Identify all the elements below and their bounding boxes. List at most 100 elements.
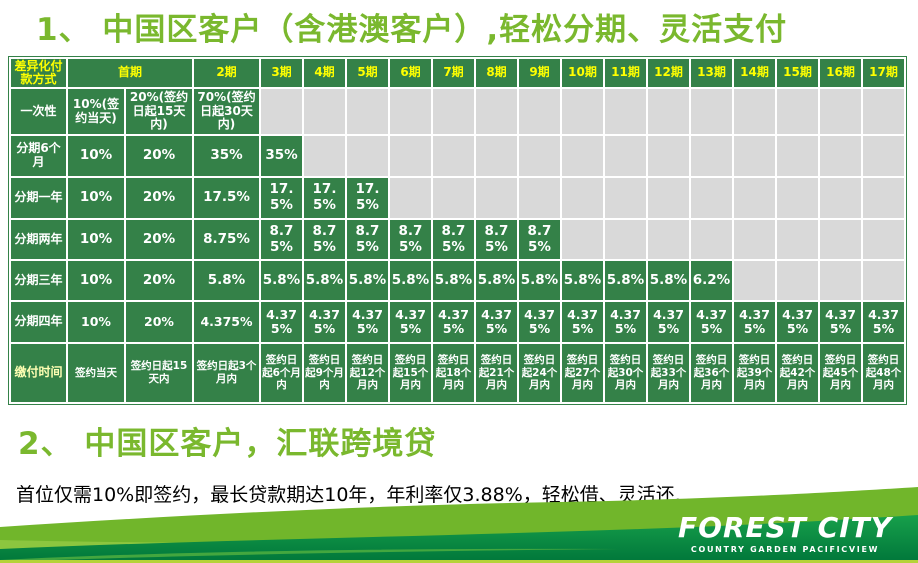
- empty-cell: [433, 89, 474, 134]
- table-cell: 签约日起42个月内: [777, 344, 818, 402]
- period-header: 2期: [194, 59, 259, 87]
- empty-cell: [304, 89, 345, 134]
- table-cell: 4.375%: [194, 302, 259, 342]
- table-cell: 35%: [261, 136, 302, 176]
- empty-cell: [820, 220, 861, 259]
- table-cell: 5.8%: [476, 261, 517, 300]
- table-cell: 签约日起21个月内: [476, 344, 517, 402]
- period-header: 7期: [433, 59, 474, 87]
- table-cell: 签约日起6个月内: [261, 344, 302, 402]
- empty-cell: [691, 220, 732, 259]
- empty-cell: [777, 89, 818, 134]
- table-cell: 70%(签约日起30天内): [194, 89, 259, 134]
- table-cell: 10%(签约当天): [68, 89, 124, 134]
- empty-cell: [691, 178, 732, 218]
- table-cell: 6.2%: [691, 261, 732, 300]
- table-cell: 签约日起45个月内: [820, 344, 861, 402]
- row-label: 分期四年: [11, 302, 66, 342]
- table-cell: 4.375%: [519, 302, 560, 342]
- table-cell: 4.375%: [691, 302, 732, 342]
- table-row: 分期两年 10% 20% 8.75% 8.75% 8.75% 8.75% 8.75% 8.75%…: [11, 220, 904, 259]
- section1-title: 1、 中国区客户（含港澳客户）,轻松分期、灵活支付: [36, 12, 788, 48]
- table-cell: 签约日起39个月内: [734, 344, 775, 402]
- table-cell: 签约日起9个月内: [304, 344, 345, 402]
- table-row: 一次性 10%(签约当天) 20%(签约日起15天内) 70%(签约日起30天内): [11, 89, 904, 134]
- table-cell: 20%: [126, 178, 192, 218]
- table-cell: 8.75%: [304, 220, 345, 259]
- table-cell: 4.375%: [347, 302, 388, 342]
- empty-cell: [519, 89, 560, 134]
- table-cell: 4.375%: [261, 302, 302, 342]
- table-cell: 20%(签约日起15天内): [126, 89, 192, 134]
- empty-cell: [605, 220, 646, 259]
- empty-cell: [390, 178, 431, 218]
- period-header: 16期: [820, 59, 861, 87]
- table-cell: 10%: [68, 302, 124, 342]
- table-cell: 8.75%: [433, 220, 474, 259]
- empty-cell: [777, 261, 818, 300]
- table-cell: 4.375%: [648, 302, 689, 342]
- period-header: 15期: [777, 59, 818, 87]
- table-row: 分期四年 10% 20% 4.375% 4.375% 4.375% 4.375% 4.375%…: [11, 302, 904, 342]
- row-label: 分期两年: [11, 220, 66, 259]
- table-cell: 8.75%: [261, 220, 302, 259]
- table-cell: 签约日起33个月内: [648, 344, 689, 402]
- table-cell: 20%: [126, 261, 192, 300]
- table-cell: 8.75%: [519, 220, 560, 259]
- bottom-wave-decoration: [0, 487, 918, 563]
- empty-cell: [390, 89, 431, 134]
- table-cell: 10%: [68, 178, 124, 218]
- table-cell: 4.375%: [863, 302, 904, 342]
- table-cell: 20%: [126, 302, 192, 342]
- logo-subtitle: COUNTRY GARDEN PACIFICVIEW: [690, 545, 880, 554]
- empty-cell: [734, 89, 775, 134]
- table-cell: 8.75%: [194, 220, 259, 259]
- table-cell: 4.375%: [390, 302, 431, 342]
- period-header: 10期: [562, 59, 603, 87]
- table-cell: 4.375%: [734, 302, 775, 342]
- table-cell: 签约日起15个月内: [390, 344, 431, 402]
- period-header: 4期: [304, 59, 345, 87]
- table-cell: 20%: [126, 136, 192, 176]
- empty-cell: [562, 89, 603, 134]
- table-cell: 8.75%: [390, 220, 431, 259]
- table-cell: 5.8%: [605, 261, 646, 300]
- period-header: 17期: [863, 59, 904, 87]
- period-header: 11期: [605, 59, 646, 87]
- table-cell: 17.5%: [347, 178, 388, 218]
- period-header: 13期: [691, 59, 732, 87]
- table-cell: 17.5%: [304, 178, 345, 218]
- empty-cell: [476, 136, 517, 176]
- table-cell: 4.375%: [820, 302, 861, 342]
- empty-cell: [863, 261, 904, 300]
- empty-cell: [433, 178, 474, 218]
- empty-cell: [863, 89, 904, 134]
- row-label: 缴付时间: [11, 344, 66, 402]
- table-row: 分期三年 10% 20% 5.8% 5.8% 5.8% 5.8% 5.8% 5.8% 5.8% 5.…: [11, 261, 904, 300]
- period-header: 3期: [261, 59, 302, 87]
- table-row: 分期一年 10% 20% 17.5% 17.5% 17.5% 17.5%: [11, 178, 904, 218]
- empty-cell: [562, 136, 603, 176]
- empty-cell: [820, 261, 861, 300]
- row-label: 分期一年: [11, 178, 66, 218]
- empty-cell: [648, 89, 689, 134]
- empty-cell: [519, 178, 560, 218]
- table-cell: 签约日起12个月内: [347, 344, 388, 402]
- period-header: 12期: [648, 59, 689, 87]
- empty-cell: [734, 261, 775, 300]
- table-cell: 5.8%: [194, 261, 259, 300]
- empty-cell: [777, 178, 818, 218]
- empty-cell: [562, 220, 603, 259]
- table-cell: 8.75%: [476, 220, 517, 259]
- table-cell: 10%: [68, 220, 124, 259]
- period-header: 9期: [519, 59, 560, 87]
- table-cell: 签约日起15天内: [126, 344, 192, 402]
- table-cell: 5.8%: [433, 261, 474, 300]
- table-cell: 签约日起24个月内: [519, 344, 560, 402]
- bottom-strip: [0, 560, 918, 563]
- period-header: 5期: [347, 59, 388, 87]
- empty-cell: [820, 89, 861, 134]
- empty-cell: [648, 220, 689, 259]
- table-cell: 4.375%: [605, 302, 646, 342]
- empty-cell: [304, 136, 345, 176]
